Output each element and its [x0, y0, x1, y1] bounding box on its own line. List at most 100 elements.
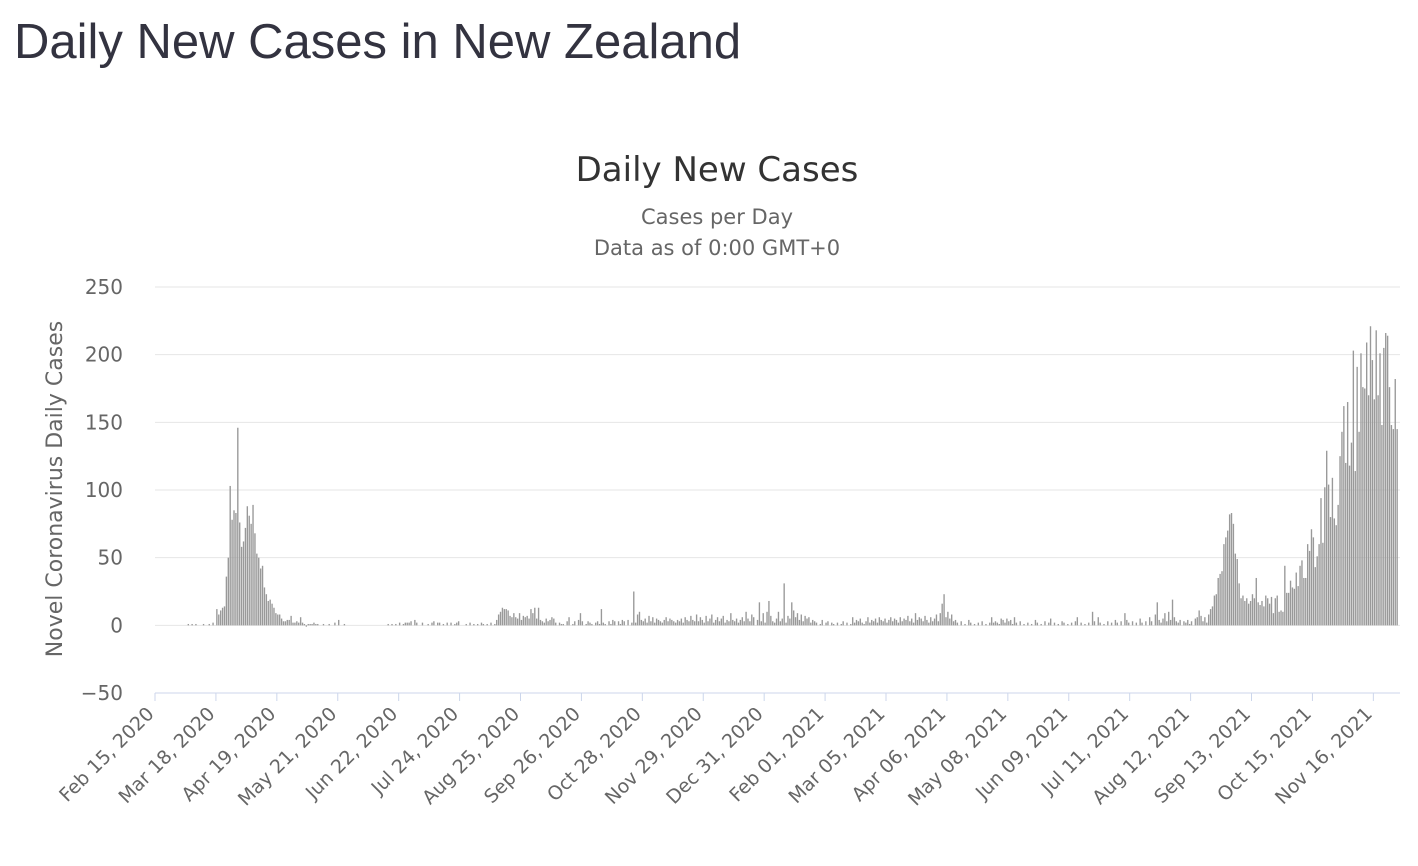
bar	[1308, 550, 1311, 626]
bar	[1131, 621, 1134, 626]
bar	[781, 618, 783, 626]
bar	[743, 621, 745, 626]
bar	[895, 619, 898, 626]
bar	[909, 621, 911, 626]
bar	[766, 611, 768, 626]
bar	[457, 621, 460, 626]
bar	[1257, 602, 1259, 626]
bar	[1284, 565, 1286, 626]
grid-lines	[155, 286, 1400, 626]
bar	[1030, 623, 1033, 626]
bar	[1002, 619, 1004, 626]
bar	[684, 617, 686, 626]
bar	[836, 622, 839, 626]
bar	[941, 603, 943, 626]
bar	[216, 609, 218, 626]
bar	[726, 619, 728, 626]
bar	[947, 611, 949, 626]
bar	[1392, 429, 1395, 626]
bar	[1272, 613, 1275, 626]
bar	[410, 621, 412, 626]
bar	[275, 613, 277, 626]
y-tick-label: 150	[85, 410, 123, 434]
bar	[233, 510, 235, 626]
bar	[416, 622, 418, 626]
bar	[219, 610, 222, 626]
bar	[1097, 617, 1099, 626]
bar	[1261, 600, 1263, 626]
bar	[753, 617, 755, 626]
bar	[1116, 622, 1118, 626]
bar	[1331, 477, 1334, 626]
bar	[1358, 431, 1360, 626]
bar	[943, 594, 945, 626]
bar	[265, 594, 268, 626]
bar	[1221, 571, 1223, 626]
bar	[1183, 621, 1185, 626]
bar	[235, 513, 237, 626]
bar	[280, 618, 283, 626]
bar	[303, 623, 306, 626]
bar	[758, 602, 761, 626]
bar	[1080, 622, 1082, 626]
bar	[688, 621, 690, 626]
bar	[1175, 621, 1177, 626]
bar	[857, 621, 860, 626]
bar	[756, 619, 759, 626]
bar	[678, 621, 681, 626]
bar	[676, 619, 679, 626]
bar	[1375, 330, 1377, 626]
bar	[920, 618, 922, 626]
bar	[1150, 621, 1153, 626]
bar	[648, 615, 650, 626]
bar	[231, 519, 233, 626]
bar	[617, 621, 620, 626]
bar	[916, 619, 919, 626]
bar	[791, 602, 793, 626]
bar	[968, 619, 970, 626]
bar	[686, 619, 688, 626]
bar	[1265, 595, 1267, 626]
bar	[813, 621, 816, 626]
bar	[861, 622, 863, 626]
bar	[846, 622, 848, 626]
bar	[600, 609, 603, 626]
bar	[1141, 622, 1143, 626]
bar	[1329, 517, 1332, 626]
bar	[1385, 333, 1387, 626]
bar	[505, 609, 507, 626]
bar	[1339, 456, 1341, 626]
bar	[1263, 606, 1265, 626]
bar	[558, 622, 561, 626]
bar	[674, 622, 677, 626]
bar	[1396, 429, 1398, 626]
bar	[595, 622, 597, 626]
bar	[764, 622, 766, 626]
bar	[933, 618, 936, 626]
bar	[507, 610, 509, 626]
bar	[1388, 387, 1391, 626]
bar	[311, 623, 313, 626]
bar	[956, 622, 959, 626]
bar	[307, 623, 309, 626]
bar	[1301, 560, 1303, 626]
bar	[427, 623, 429, 626]
bar	[250, 523, 252, 626]
bar	[1312, 537, 1315, 626]
bar	[1044, 621, 1046, 626]
bar	[1015, 622, 1018, 626]
y-axis-label: Novel Coronavirus Daily Cases	[43, 321, 68, 657]
bar	[800, 614, 802, 626]
bar	[541, 621, 544, 626]
bar	[1213, 595, 1216, 626]
bar	[899, 617, 901, 626]
bar	[1246, 598, 1248, 626]
bar	[853, 622, 856, 626]
bar	[935, 614, 938, 626]
bar	[722, 615, 724, 626]
chart-title: Daily New Cases	[576, 150, 859, 190]
bar	[1103, 623, 1105, 626]
bar	[1208, 614, 1210, 626]
bar	[534, 607, 536, 626]
bar	[724, 622, 726, 626]
